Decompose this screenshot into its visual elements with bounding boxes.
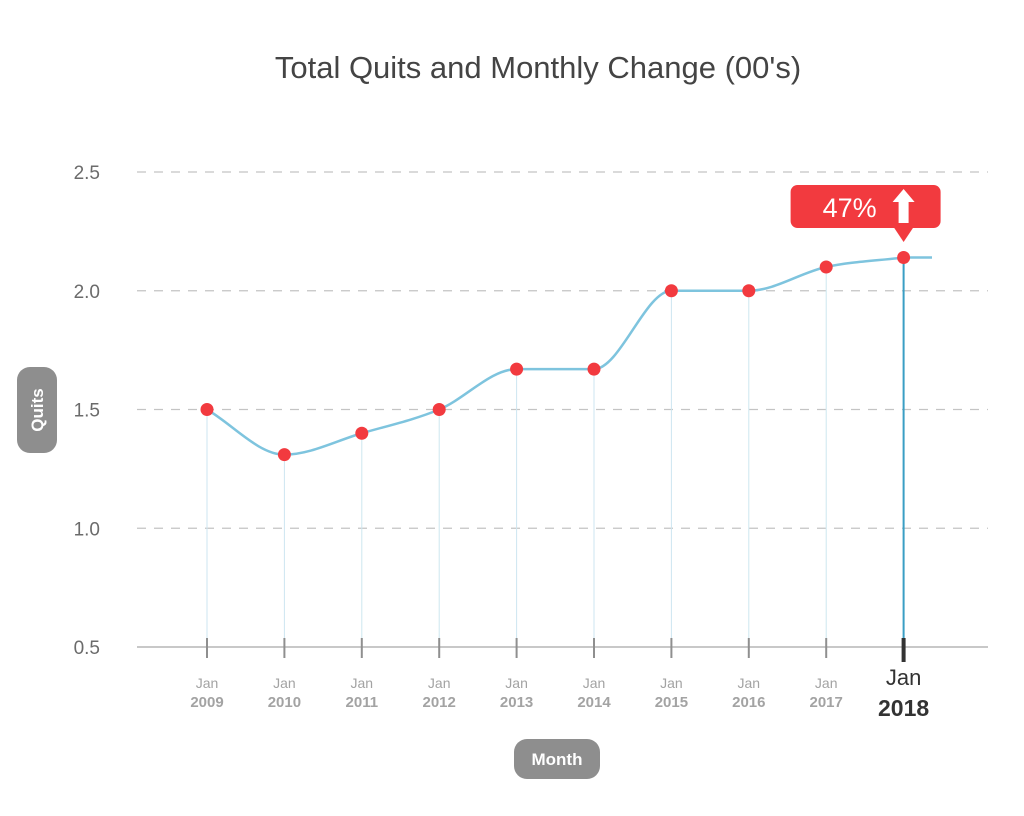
x-tick-year: 2015	[655, 694, 688, 711]
callout-value: 47%	[823, 193, 877, 223]
y-axis-label-background	[17, 367, 57, 453]
data-points	[200, 251, 911, 462]
data-point	[587, 362, 601, 376]
x-axis-ticks: Jan 2009 Jan 2010 Jan 2011 Jan 2012 Jan 2013 Jan 20…	[190, 638, 929, 721]
x-axis-label-pill: Month	[514, 739, 600, 779]
x-tick-month: Jan	[196, 675, 219, 691]
data-point	[742, 284, 756, 298]
data-point	[897, 251, 911, 264]
x-tick-year: 2013	[500, 694, 533, 711]
x-tick-month: Jan	[886, 665, 921, 690]
x-tick-year: 2011	[346, 694, 379, 711]
chart-title: Total Quits and Monthly Change (00's)	[275, 50, 801, 85]
x-tick-year: 2014	[577, 694, 611, 711]
change-callout: 47%	[790, 185, 941, 242]
x-tick-year: 2010	[268, 694, 301, 711]
x-tick-month: Jan	[738, 675, 761, 691]
y-axis-label-pill: Quits	[17, 367, 57, 453]
data-point	[664, 284, 678, 298]
data-point	[432, 403, 446, 416]
y-axis-ticks: 0.5 1.0 1.5 2.0 2.5	[74, 163, 100, 659]
x-tick-month: Jan	[660, 675, 683, 691]
y-tick-label: 2.5	[74, 163, 100, 184]
x-tick-year: 2017	[810, 694, 843, 711]
x-tick-year: 2012	[423, 694, 456, 711]
grid	[137, 171, 988, 529]
y-tick-label: 0.5	[74, 638, 100, 659]
x-tick-year: 2018	[878, 695, 929, 721]
x-tick-month: Jan	[505, 675, 528, 691]
arrow-up-icon	[892, 189, 915, 223]
x-tick-month: Jan	[428, 675, 451, 691]
data-point	[277, 448, 291, 462]
x-axis-label: Month	[532, 750, 583, 769]
data-point	[355, 426, 369, 440]
y-tick-label: 1.5	[74, 401, 100, 422]
y-axis-label: Quits	[28, 388, 47, 431]
data-point	[819, 260, 833, 274]
drop-lines	[206, 257, 905, 647]
x-tick-month: Jan	[351, 675, 374, 691]
x-tick-month: Jan	[815, 675, 838, 691]
x-axis-label-background	[514, 739, 600, 779]
callout-pointer	[893, 227, 914, 242]
data-point	[510, 362, 524, 376]
x-tick-year: 2009	[190, 694, 223, 711]
series-line	[206, 256, 932, 456]
x-tick-month: Jan	[583, 675, 606, 691]
x-tick-year: 2016	[732, 694, 765, 711]
y-tick-label: 2.0	[74, 282, 100, 303]
x-tick-month: Jan	[273, 675, 296, 691]
data-point	[200, 403, 214, 416]
y-tick-label: 1.0	[74, 519, 100, 540]
